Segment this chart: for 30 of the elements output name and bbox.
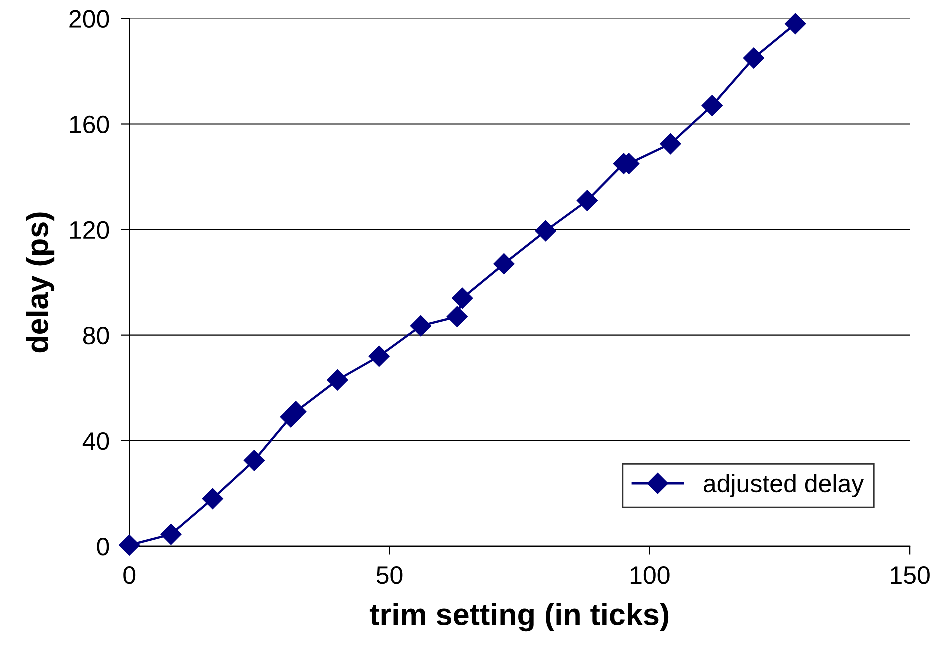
x-tick-label: 150 xyxy=(891,566,930,584)
point xyxy=(119,534,140,556)
x-tick-label: 50 xyxy=(376,566,403,584)
point xyxy=(244,450,265,472)
point xyxy=(743,48,764,69)
point xyxy=(535,220,556,242)
point xyxy=(494,254,515,275)
point xyxy=(410,316,432,337)
point xyxy=(576,190,598,212)
point xyxy=(160,524,182,546)
y-tick-label: 80 xyxy=(83,326,110,345)
y-tick-label: 200 xyxy=(70,10,110,28)
point xyxy=(286,401,307,422)
point xyxy=(452,288,474,309)
point xyxy=(368,346,390,367)
y-axis-title: delay (ps) xyxy=(26,212,55,353)
x-tick-label: 100 xyxy=(630,566,670,584)
legend-label: adjusted delay xyxy=(704,474,864,498)
point xyxy=(702,95,723,116)
point xyxy=(327,370,348,391)
x-tick-label: 0 xyxy=(124,566,136,584)
point xyxy=(660,134,682,155)
point xyxy=(446,306,468,328)
y-tick-label: 0 xyxy=(97,538,110,556)
y-tick-label: 160 xyxy=(70,116,110,134)
point xyxy=(202,488,224,510)
y-tick-label: 120 xyxy=(70,221,110,240)
point xyxy=(785,13,806,34)
x-axis-title: trim setting (in ticks) xyxy=(370,603,669,632)
y-tick-label: 40 xyxy=(82,432,110,450)
